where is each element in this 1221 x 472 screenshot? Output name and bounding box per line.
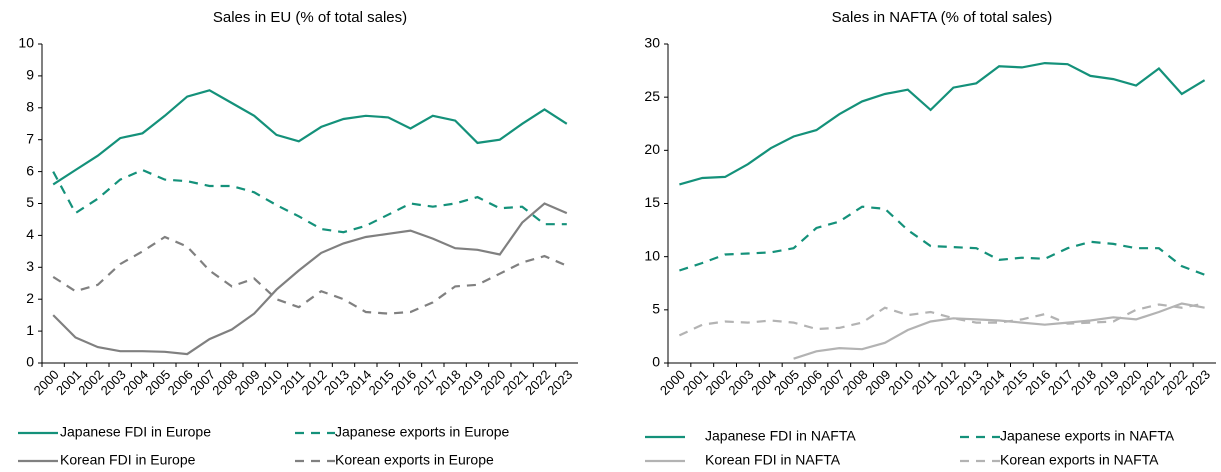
legend-label: Korean FDI in Europe <box>60 452 196 468</box>
legend-label: Japanese FDI in NAFTA <box>705 428 856 444</box>
x-tick-label: 2023 <box>1182 367 1213 398</box>
y-tick-label: 6 <box>26 162 34 178</box>
legend-label: Japanese exports in Europe <box>335 424 510 440</box>
legend-label: Korean exports in NAFTA <box>1000 452 1159 468</box>
legend-label: Japanese exports in NAFTA <box>1000 428 1175 444</box>
x-tick-label: 2011 <box>909 367 939 397</box>
chart-title: Sales in EU (% of total sales) <box>213 9 407 26</box>
legend-label: Korean FDI in NAFTA <box>705 452 841 468</box>
y-tick-label: 30 <box>644 35 660 51</box>
series-line <box>679 205 1205 276</box>
y-tick-label: 4 <box>26 226 34 242</box>
series-line <box>52 168 567 234</box>
y-tick-label: 25 <box>644 88 660 104</box>
chart-title: Sales in NAFTA (% of total sales) <box>832 9 1053 26</box>
y-tick-label: 15 <box>644 194 660 210</box>
series-line <box>52 235 568 315</box>
y-tick-label: 5 <box>652 301 660 317</box>
y-tick-label: 9 <box>26 67 34 83</box>
y-tick-label: 2 <box>26 290 34 306</box>
y-tick-label: 1 <box>26 322 34 338</box>
y-tick-label: 5 <box>26 194 34 210</box>
series-line <box>52 89 568 186</box>
y-tick-label: 0 <box>26 354 34 370</box>
x-tick-label: 2023 <box>544 367 575 398</box>
series-line <box>52 202 568 356</box>
series-line <box>793 302 1205 360</box>
y-tick-label: 10 <box>644 247 660 263</box>
y-tick-label: 10 <box>18 35 34 51</box>
series-line <box>678 302 1205 337</box>
legend-label: Japanese FDI in Europe <box>60 424 211 440</box>
y-tick-label: 20 <box>644 141 660 157</box>
y-tick-label: 8 <box>26 99 34 115</box>
y-tick-label: 0 <box>652 354 660 370</box>
y-tick-label: 3 <box>26 258 34 274</box>
y-tick-label: 7 <box>26 130 34 146</box>
series-line <box>679 61 1206 186</box>
legend-label: Korean exports in Europe <box>335 452 494 468</box>
